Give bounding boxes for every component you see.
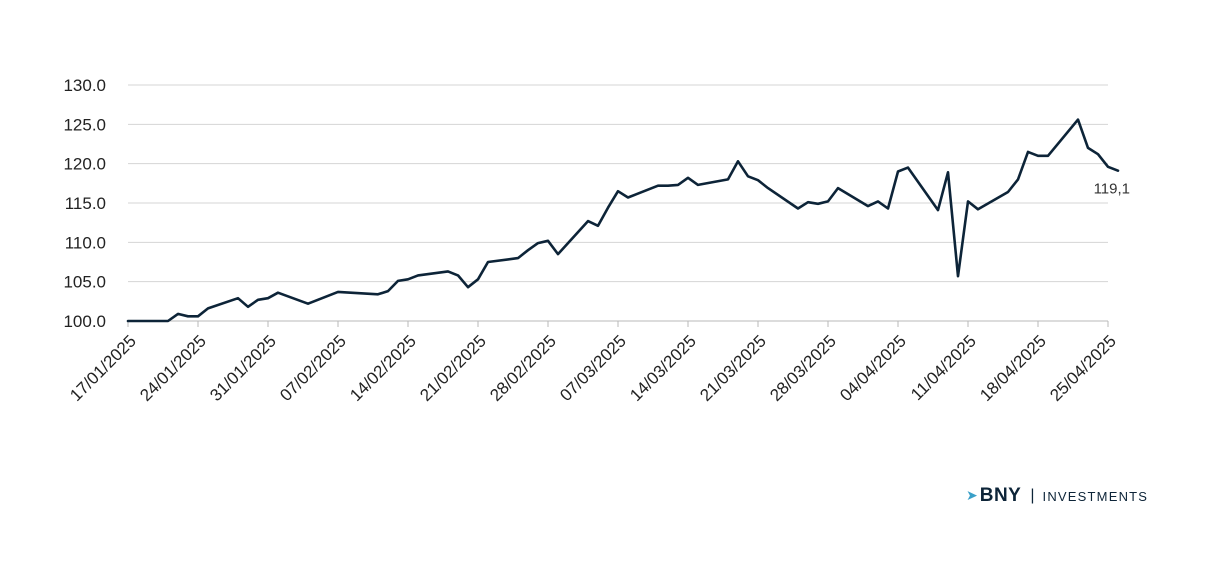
x-tick-label: 17/01/2025 bbox=[66, 331, 140, 405]
logo-separator: | bbox=[1030, 487, 1035, 504]
logo-arrow-icon: ➤ bbox=[966, 488, 978, 504]
x-tick-label: 07/02/2025 bbox=[276, 331, 350, 405]
x-tick-label: 25/04/2025 bbox=[1046, 331, 1120, 405]
y-tick-label: 115.0 bbox=[65, 194, 106, 213]
series-layer bbox=[126, 118, 1120, 323]
logo-subtitle: INVESTMENTS bbox=[1042, 488, 1149, 504]
x-tick-label: 21/03/2025 bbox=[696, 331, 770, 405]
x-axis: 17/01/202524/01/202531/01/202507/02/2025… bbox=[66, 321, 1120, 405]
series-line bbox=[126, 118, 1120, 323]
x-tick-label: 14/03/2025 bbox=[626, 331, 700, 405]
logo-brand: BNY bbox=[979, 485, 1022, 506]
x-tick-label: 04/04/2025 bbox=[836, 331, 910, 405]
x-tick-label: 28/03/2025 bbox=[766, 331, 840, 405]
x-tick-label: 28/02/2025 bbox=[486, 331, 560, 405]
x-tick-label: 14/02/2025 bbox=[346, 331, 420, 405]
x-tick-label: 31/01/2025 bbox=[206, 331, 280, 405]
annotation-layer: 119,1 bbox=[1094, 181, 1130, 198]
x-tick-label: 11/04/2025 bbox=[907, 331, 980, 404]
y-axis: 100.0 105.0 110.0 115.0 120.0 125.0 130.0 bbox=[63, 76, 106, 331]
y-tick-label: 120.0 bbox=[63, 155, 106, 174]
x-tick-label: 18/04/2025 bbox=[976, 331, 1050, 405]
y-tick-label: 130.0 bbox=[63, 76, 106, 95]
grid-lines bbox=[128, 84, 1108, 322]
x-tick-label: 24/01/2025 bbox=[136, 331, 210, 405]
y-tick-label: 125.0 bbox=[63, 115, 106, 134]
end-value-label: 119,1 bbox=[1094, 181, 1130, 198]
y-tick-label: 110.0 bbox=[65, 233, 106, 252]
y-tick-label: 105.0 bbox=[63, 273, 106, 292]
bny-investments-logo: ➤ BNY | INVESTMENTS bbox=[966, 485, 1149, 506]
y-tick-label: 100.0 bbox=[63, 312, 106, 331]
x-tick-label: 21/02/2025 bbox=[416, 331, 490, 405]
x-tick-label: 07/03/2025 bbox=[556, 331, 630, 405]
